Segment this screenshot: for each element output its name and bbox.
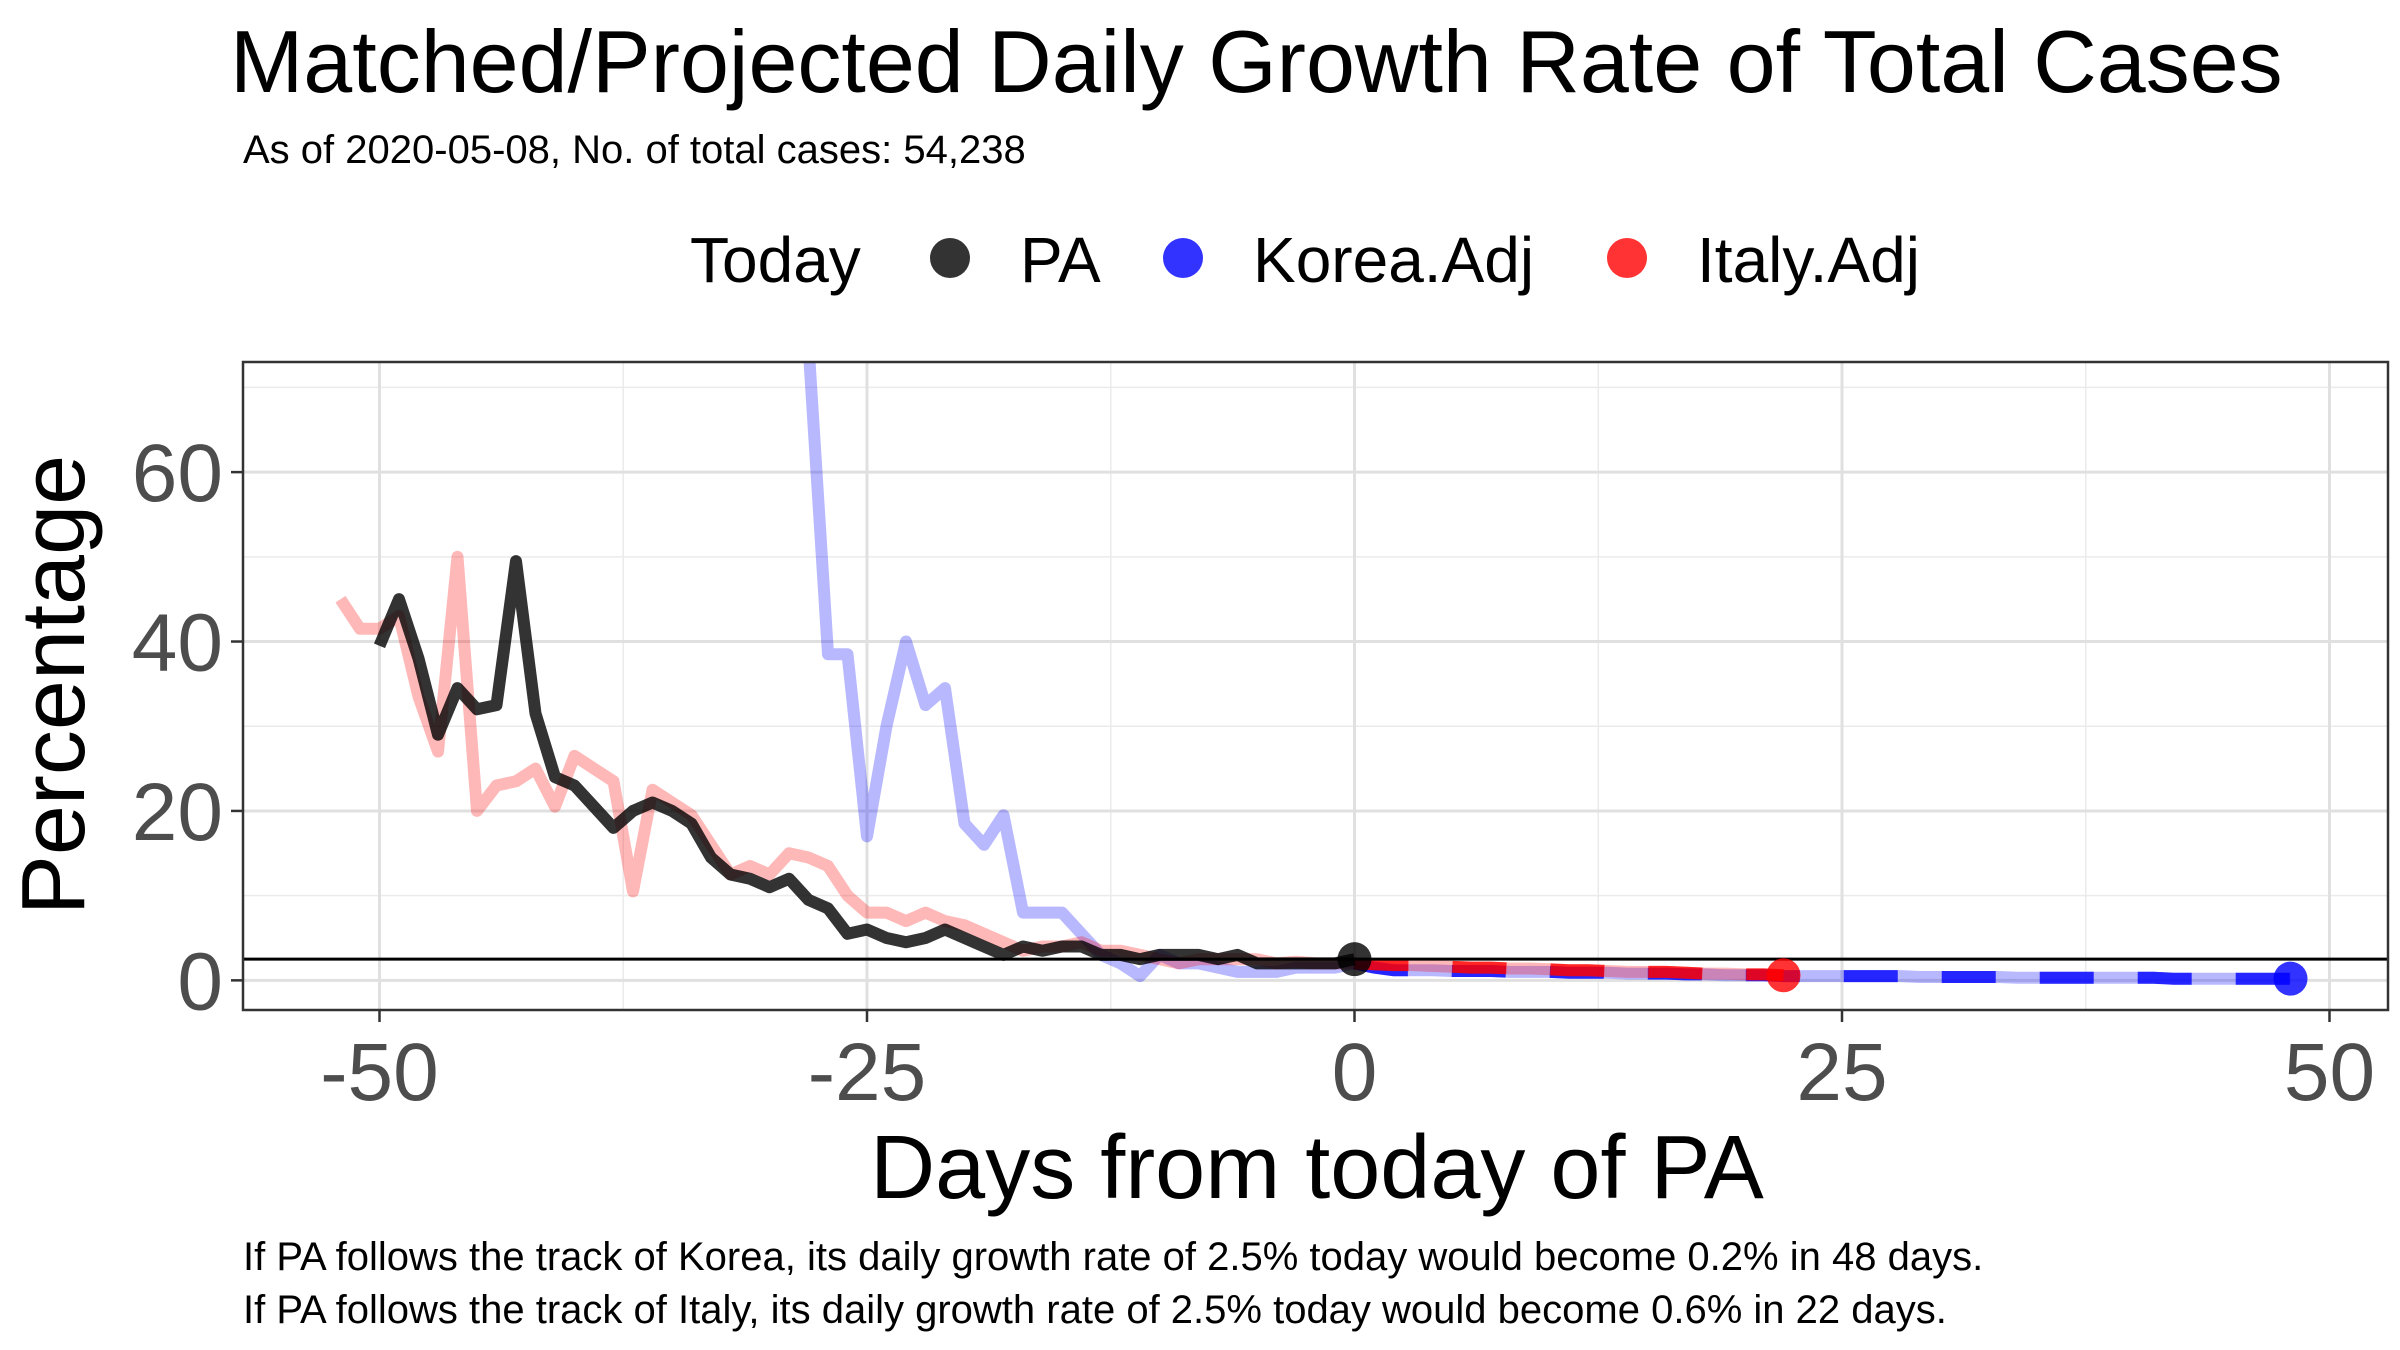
series-line-pa	[373, 555, 1356, 970]
y-tick-label: 0	[177, 936, 223, 1027]
legend-label-korea: Korea.Adj	[1253, 224, 1534, 296]
x-tick-label: -50	[320, 1027, 439, 1118]
today-point-korea-adj	[2273, 961, 2308, 996]
caption-italy: If PA follows the track of Italy, its da…	[243, 1288, 1947, 1332]
series-line-italy-adj-projected	[1354, 957, 1784, 982]
series-line-korea-adj-projected-band	[1353, 957, 2291, 985]
x-tick-label: 25	[1796, 1027, 1887, 1118]
x-axis: -50 -25 0 25 50	[320, 1010, 2375, 1118]
series-line-italy-adj-matched	[335, 550, 1355, 970]
x-axis-title: Days from today of PA	[870, 1118, 1764, 1218]
caption-korea: If PA follows the track of Korea, its da…	[243, 1235, 1983, 1279]
y-tick-label: 40	[132, 598, 223, 689]
plot-panel-border	[241, 360, 2390, 1012]
chart-title: Matched/Projected Daily Growth Rate of T…	[230, 12, 2283, 111]
legend-title: Today	[690, 224, 861, 296]
legend-key-korea	[1163, 238, 1203, 278]
series-layer	[243, 362, 2388, 985]
x-tick-label: 50	[2284, 1027, 2375, 1118]
series-line-korea-adj-matched	[803, 362, 1356, 983]
gridlines	[243, 362, 2388, 1010]
legend-key-italy	[1607, 238, 1647, 278]
legend: Today PA Korea.Adj Italy.Adj	[690, 224, 1920, 296]
chart-subtitle: As of 2020-05-08, No. of total cases: 54…	[243, 128, 1026, 172]
x-tick-label: 0	[1332, 1027, 1378, 1118]
today-point-pa	[1337, 942, 1372, 977]
legend-label-italy: Italy.Adj	[1697, 224, 1920, 296]
today-point-italy-adj	[1766, 958, 1801, 993]
x-tick-label: -25	[808, 1027, 927, 1118]
today-points	[1337, 942, 2308, 996]
y-tick-label: 20	[132, 767, 223, 858]
legend-key-pa	[930, 238, 970, 278]
y-axis: 0 20 40 60	[132, 428, 243, 1027]
legend-label-pa: PA	[1020, 224, 1101, 296]
y-axis-title: Percentage	[4, 455, 104, 915]
y-tick-label: 60	[132, 428, 223, 519]
